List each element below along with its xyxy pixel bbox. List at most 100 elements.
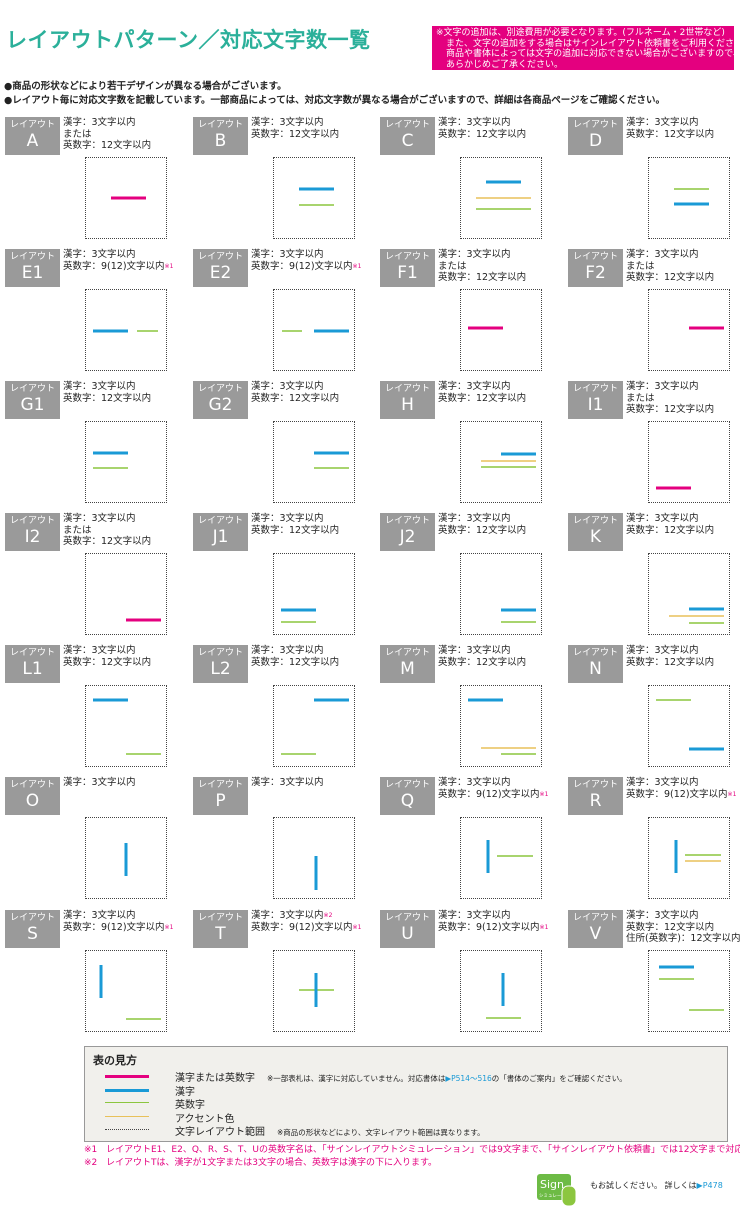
limit-line: 英数字：12文字以内 (251, 657, 339, 669)
layout-diagram (93, 329, 158, 333)
limit-line: または (438, 261, 526, 273)
footnote-ref: ※1 (164, 923, 174, 931)
layout-range-box (460, 685, 542, 767)
layout-diagram (282, 329, 349, 333)
limit-line: 英数字：12文字以内 (63, 140, 151, 152)
footnote-ref: ※1 (352, 923, 362, 931)
layout-range-box (273, 421, 355, 503)
badge-label: レイアウト (9, 516, 55, 526)
badge-label: レイアウト (9, 913, 55, 923)
limit-line: 漢字：3文字以内 (626, 381, 714, 393)
layout-badge: レイアウト I2 (5, 513, 60, 551)
layout-diagram (689, 326, 724, 330)
layout-diagram (314, 856, 318, 890)
layout-range-box (648, 950, 730, 1032)
layout-name: I1 (587, 395, 604, 415)
legend-swatch (105, 1115, 149, 1117)
limit-text: 漢字：3文字以内 (438, 645, 511, 656)
layout-name: T (215, 924, 226, 944)
layout-cell-j2: レイアウト J2 漢字：3文字以内 英数字：12文字以内 (380, 513, 566, 643)
legend-label: 漢字 (175, 1086, 195, 1098)
limit-line: 英数字：12文字以内 (626, 129, 714, 141)
character-limit: 漢字：3文字以内※2 英数字：9(12)文字以内※1 (251, 910, 361, 933)
layout-name: J2 (399, 527, 416, 547)
legend-label: 文字レイアウト範囲 (175, 1127, 265, 1138)
layout-diagram (501, 608, 536, 623)
limit-line: 漢字：3文字以内 (438, 513, 526, 525)
limit-line: 英数字：12文字以内 (251, 129, 339, 141)
page-link[interactable]: ▶P514〜516 (445, 1074, 492, 1083)
footnote-text: レイアウトE1、E2、Q、R、S、T、Uの英数字名は、「サインレイアウトシミュレ… (106, 1145, 740, 1155)
layout-badge: レイアウト J2 (380, 513, 435, 551)
layout-name: K (589, 527, 602, 547)
limit-text: 漢字：3文字以内 (438, 381, 511, 392)
layout-diagram (481, 452, 536, 468)
limit-text: 英数字：12文字以内 (626, 921, 715, 933)
limit-line: 漢字：3文字以内 (63, 513, 151, 525)
layout-badge: レイアウト G1 (5, 381, 60, 419)
limit-text: 英数字：12文字以内 (63, 536, 152, 547)
limit-text: 漢字：3文字以内 (63, 910, 136, 921)
limit-text: 英数字：9(12)文字以内 (626, 788, 728, 800)
layout-cell-m: レイアウト M 漢字：3文字以内 英数字：12文字以内 (380, 645, 566, 775)
limit-line: 英数字：12文字以内 (626, 404, 714, 416)
badge-label: レイアウト (9, 780, 55, 790)
layout-cell-v: レイアウト V 漢字：3文字以内 英数字：12文字以内 住所(英数字)：12文字以内 (568, 910, 740, 1040)
legend-swatch (105, 1075, 149, 1078)
limit-text: 漢字：3文字以内 (626, 645, 699, 656)
character-limit: 漢字：3文字以内 英数字：12文字以内 (251, 645, 339, 668)
character-limit: 漢字：3文字以内 英数字：9(12)文字以内※1 (63, 910, 173, 933)
footnote-ref: ※1 (727, 790, 737, 798)
layout-badge: レイアウト N (568, 645, 623, 683)
character-limit: 漢字：3文字以内 または 英数字：12文字以内 (63, 513, 151, 548)
badge-label: レイアウト (572, 120, 618, 130)
layout-name: V (589, 924, 602, 944)
layout-cell-n: レイアウト N 漢字：3文字以内 英数字：12文字以内 (568, 645, 740, 775)
layout-cell-d: レイアウト D 漢字：3文字以内 英数字：12文字以内 (568, 117, 740, 247)
limit-text: 英数字：12文字以内 (251, 128, 340, 140)
layout-badge: レイアウト F2 (568, 249, 623, 287)
bullet-notes: ●商品の形状などにより若干デザインが異なる場合がございます。 ●レイアウト毎に対… (4, 80, 665, 108)
layout-diagram (126, 618, 161, 622)
layout-badge: レイアウト P (193, 777, 248, 815)
layout-diagram (659, 965, 724, 1011)
limit-line: 英数字：12文字以内 (63, 393, 151, 405)
limit-line: 漢字：3文字以内 (63, 645, 151, 657)
badge-label: レイアウト (9, 648, 55, 658)
limit-line: 漢字：3文字以内 (626, 513, 714, 525)
layout-cell-k: レイアウト K 漢字：3文字以内 英数字：12文字以内 (568, 513, 740, 643)
layout-diagram (314, 451, 349, 469)
limit-line: 英数字：12文字以内 (251, 393, 339, 405)
badge-label: レイアウト (197, 120, 243, 130)
limit-line: 漢字：3文字以内 (626, 645, 714, 657)
layout-name: I2 (24, 527, 41, 547)
footnotes: ※1 レイアウトE1、E2、Q、R、S、T、Uの英数字名は、「サインレイアウトシミ… (84, 1144, 740, 1170)
layout-badge: レイアウト L1 (5, 645, 60, 683)
badge-label: レイアウト (572, 913, 618, 923)
limit-line: 住所(英数字)：12文字以内 (626, 933, 740, 945)
limit-line: 漢字：3文字以内 (63, 777, 136, 789)
layout-cell-t: レイアウト T 漢字：3文字以内※2 英数字：9(12)文字以内※1 (193, 910, 379, 1040)
limit-line: 漢字：3文字以内 (251, 117, 339, 129)
footnote-text: レイアウトTは、漢字が1文字または3文字の場合、英数字は漢字の下に入ります。 (106, 1158, 438, 1168)
limit-text: 英数字：12文字以内 (438, 272, 527, 283)
limit-text: 英数字：12文字以内 (626, 656, 715, 668)
limit-line: 漢字：3文字以内 (251, 381, 339, 393)
layout-diagram (281, 698, 349, 755)
limit-text: 漢字：3文字以内 (438, 777, 511, 788)
character-limit: 漢字：3文字以内 または 英数字：12文字以内 (626, 249, 714, 284)
limit-text: 英数字：12文字以内 (626, 404, 715, 415)
character-limit: 漢字：3文字以内 英数字：9(12)文字以内※1 (251, 249, 361, 272)
legend-label: アクセント色 (175, 1113, 235, 1125)
legend-label: 英数字 (175, 1100, 205, 1111)
layout-cell-e1: レイアウト E1 漢字：3文字以内 英数字：9(12)文字以内※1 (5, 249, 191, 379)
limit-line: 英数字：12文字以内 (63, 657, 151, 669)
layout-badge: レイアウト T (193, 910, 248, 948)
limit-line: 英数字：12文字以内 (438, 129, 526, 141)
page-link[interactable]: ▶P478 (696, 1181, 723, 1190)
limit-text: 住所(英数字)：12文字以内 (626, 933, 740, 944)
limit-text: 漢字：3文字以内 (438, 249, 511, 260)
badge-label: レイアウト (384, 384, 430, 394)
layout-name: F2 (585, 263, 606, 283)
